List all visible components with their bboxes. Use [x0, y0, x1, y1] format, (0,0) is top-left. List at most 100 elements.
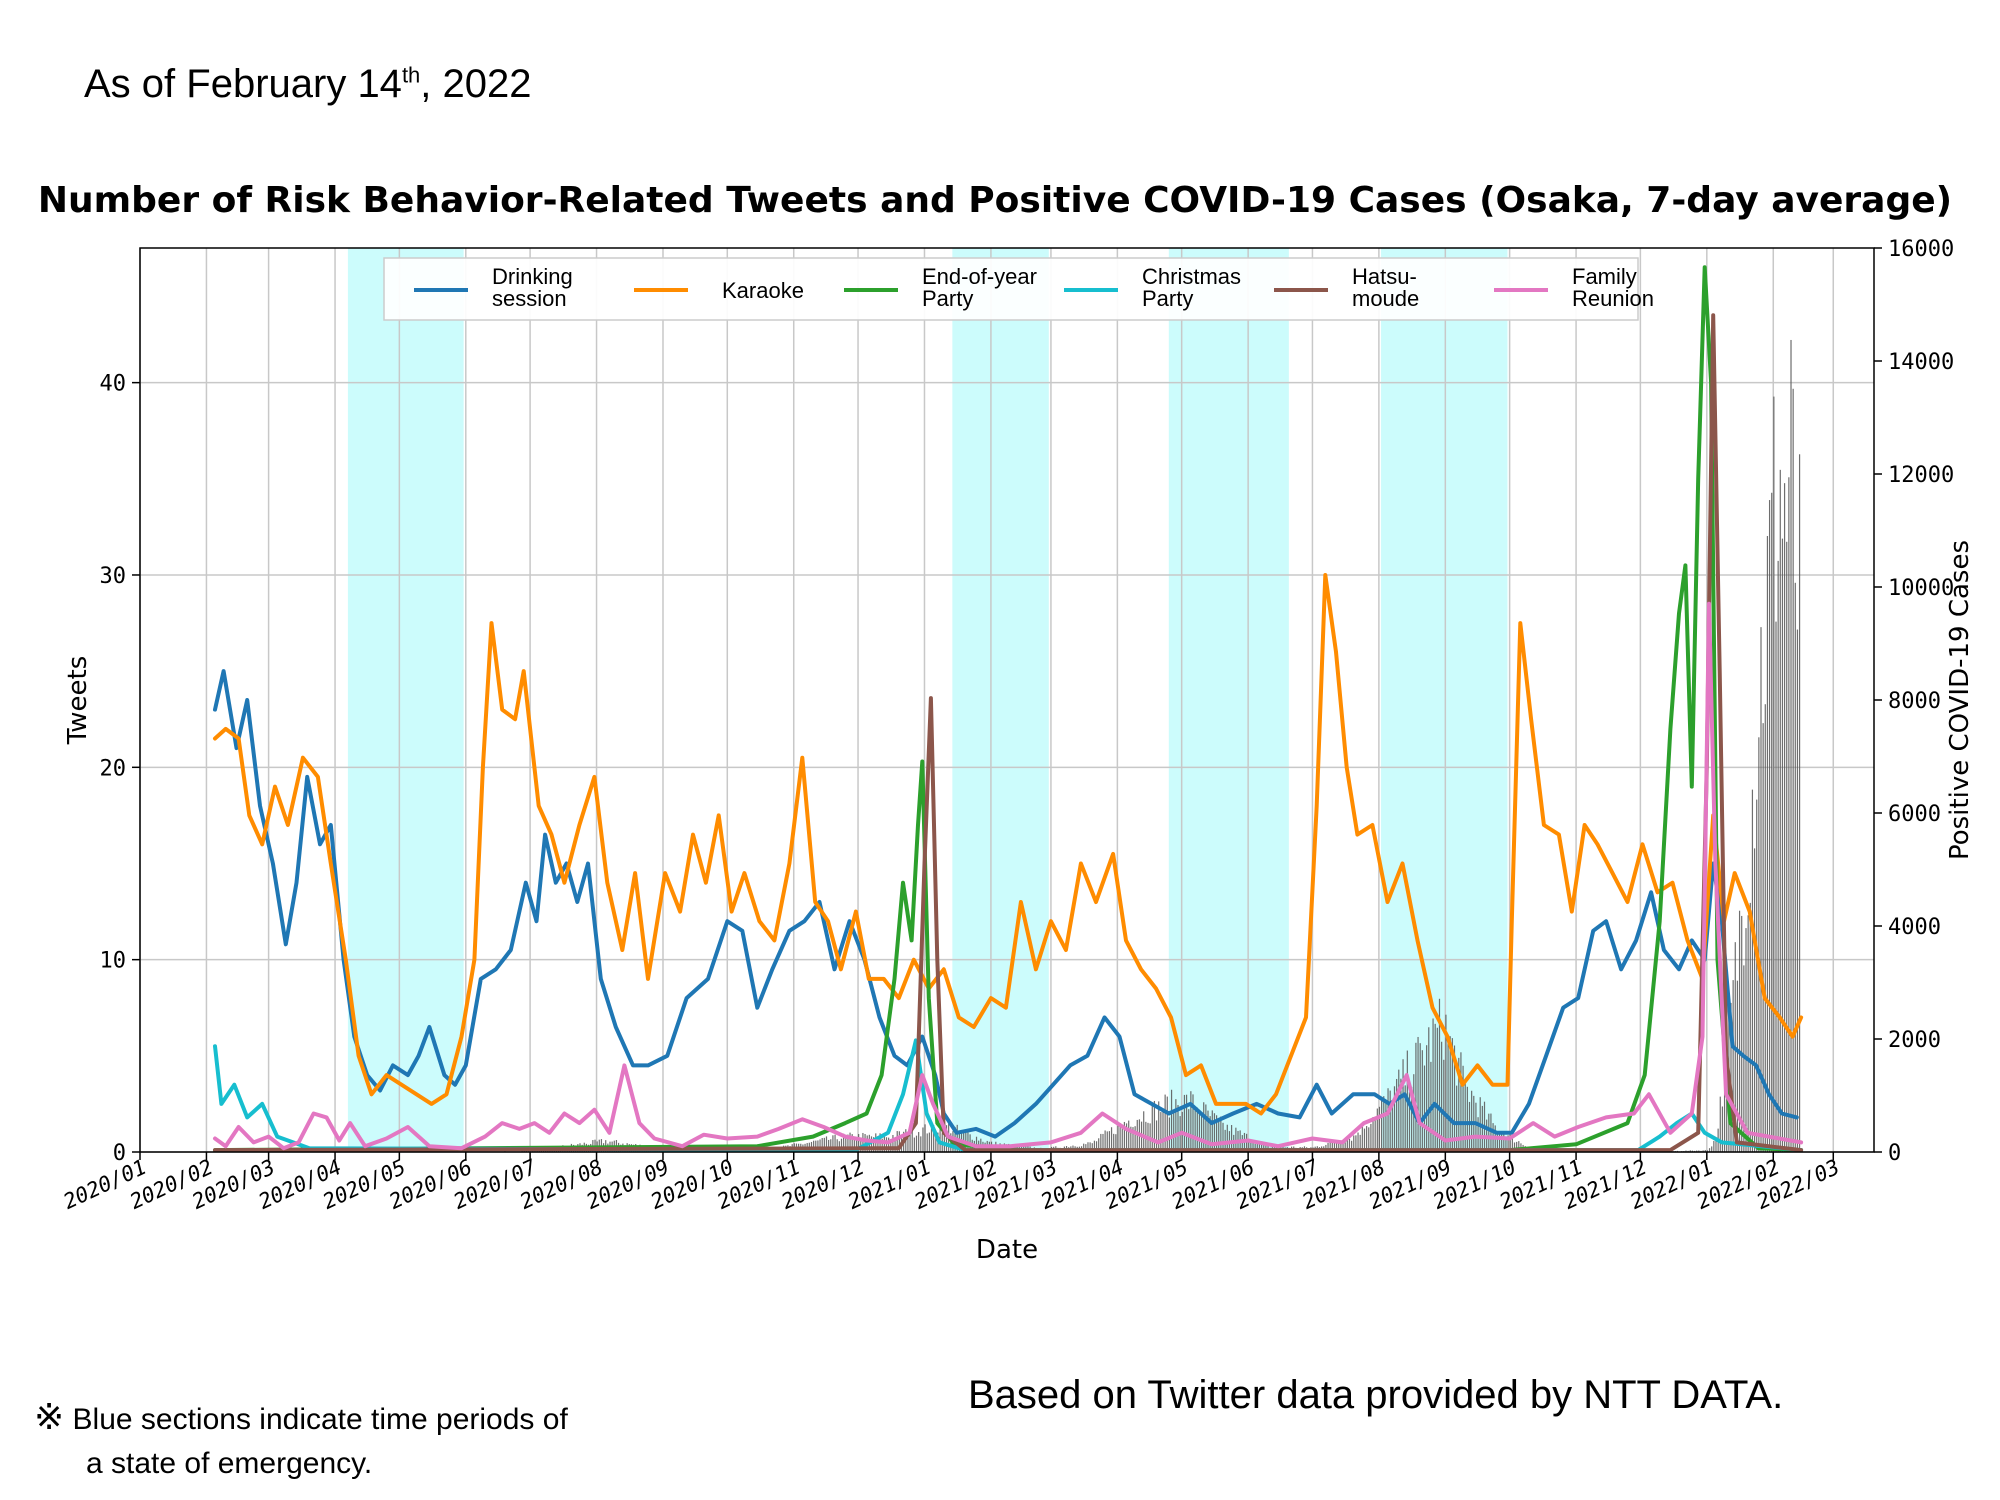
cases-bar	[1749, 902, 1751, 1152]
cases-bar	[1153, 1100, 1156, 1152]
cases-bar	[1794, 582, 1796, 1152]
cases-bar	[1719, 1096, 1721, 1152]
y-tick-label: 10	[100, 949, 127, 974]
cases-bar	[1160, 1112, 1162, 1152]
cases-bar	[825, 1136, 828, 1152]
cases-bar	[1333, 1142, 1336, 1152]
cases-bar	[1456, 1085, 1458, 1152]
cases-bar	[1209, 1116, 1211, 1152]
y2-tick-label: 16000	[1888, 237, 1954, 262]
cases-bar	[1417, 1036, 1419, 1152]
emergency-period	[952, 248, 1049, 1152]
legend-label-hatsumoude: Hatsu-moude	[1352, 264, 1419, 311]
cases-bar	[1132, 1127, 1134, 1152]
cases-bar	[1751, 789, 1754, 1152]
cases-bar	[1164, 1094, 1166, 1152]
cases-bar	[1200, 1115, 1203, 1152]
cases-bar	[1481, 1105, 1483, 1152]
cases-bar	[924, 1124, 926, 1152]
cases-bar	[1505, 1139, 1507, 1152]
cases-bar	[1441, 1041, 1443, 1152]
cases-bar	[1775, 621, 1777, 1152]
y2-tick-label: 14000	[1888, 350, 1954, 375]
cases-bar	[1466, 1086, 1468, 1152]
cases-bar	[1344, 1142, 1346, 1152]
cases-bar	[1428, 1027, 1430, 1152]
y2-tick-label: 8000	[1888, 689, 1941, 714]
cases-bar	[1218, 1118, 1220, 1152]
cases-bar	[1393, 1086, 1396, 1152]
note-line-1: Blue sections indicate time periods of	[72, 1403, 568, 1436]
cases-bar	[1447, 1036, 1449, 1152]
cases-bar	[1211, 1110, 1213, 1152]
y-tick-label: 30	[100, 564, 127, 589]
cases-bar	[1756, 799, 1758, 1152]
cases-bar	[1768, 500, 1771, 1152]
cases-bar	[1220, 1116, 1222, 1152]
cases-bar	[1327, 1142, 1329, 1152]
legend-label-family: Family Reunion	[1572, 264, 1654, 311]
cases-bar	[1370, 1123, 1372, 1152]
emergency-note: ※ Blue sections indicate time periods of…	[34, 1395, 568, 1486]
cases-bar	[1498, 1134, 1501, 1152]
cases-bar	[1258, 1141, 1261, 1152]
cases-bar	[813, 1140, 815, 1152]
cases-bar	[1151, 1102, 1153, 1152]
cases-bar	[1093, 1140, 1096, 1152]
cases-bar	[1226, 1124, 1228, 1152]
cases-bar	[855, 1139, 858, 1152]
cases-bar	[1374, 1120, 1376, 1152]
cases-bar	[1213, 1113, 1216, 1152]
legend-label-christmas: Christmas Party	[1142, 264, 1241, 311]
y-tick-label: 20	[100, 756, 127, 781]
cases-bar	[1721, 1106, 1724, 1152]
cases-bar	[1346, 1138, 1348, 1152]
cases-bar	[1503, 1134, 1505, 1152]
y2-tick-label: 10000	[1888, 576, 1954, 601]
cases-bar	[1408, 1092, 1411, 1152]
cases-bar	[888, 1137, 890, 1152]
cases-bar	[1091, 1143, 1093, 1152]
cases-bar	[1188, 1109, 1190, 1152]
cases-bar	[1518, 1141, 1520, 1152]
cases-bar	[1790, 339, 1792, 1153]
cases-bar	[1170, 1089, 1173, 1152]
cases-bar	[1736, 980, 1739, 1152]
emergency-periods	[347, 248, 1508, 1152]
cases-bar	[945, 1125, 948, 1152]
cases-bar	[1128, 1120, 1130, 1152]
cases-bar	[1419, 1043, 1421, 1152]
cases-bar	[1125, 1123, 1128, 1152]
cases-bar	[1771, 492, 1773, 1152]
y2-tick-label: 6000	[1888, 802, 1941, 827]
cases-bar	[1389, 1090, 1391, 1152]
cases-bar	[1351, 1140, 1353, 1152]
cases-bar	[1245, 1133, 1248, 1152]
cases-bar	[1423, 1065, 1426, 1152]
cases-bar	[840, 1138, 843, 1152]
cases-bar	[1738, 910, 1741, 1152]
cases-bar	[1102, 1133, 1104, 1152]
cases-bar	[862, 1132, 864, 1152]
data-credit: Based on Twitter data provided by NTT DA…	[968, 1373, 1784, 1417]
cases-bar	[1432, 1018, 1434, 1152]
cases-bar	[1085, 1144, 1087, 1152]
cases-bar	[1198, 1113, 1201, 1152]
cases-bar	[873, 1137, 875, 1152]
cases-bar	[1788, 477, 1790, 1153]
cases-bar	[1786, 541, 1788, 1152]
cases-bar	[1376, 1108, 1378, 1152]
cases-bar	[877, 1136, 879, 1152]
cases-bar	[1113, 1133, 1115, 1152]
cases-bar	[1119, 1123, 1121, 1152]
cases-bar	[1468, 1101, 1471, 1152]
cases-bar	[821, 1138, 823, 1152]
cases-bar	[1329, 1141, 1331, 1152]
cases-bar	[1155, 1120, 1158, 1152]
cases-bar	[1087, 1142, 1089, 1152]
cases-bar	[1173, 1111, 1175, 1152]
emergency-period	[347, 248, 464, 1152]
cases-bar	[1453, 1045, 1456, 1152]
cases-bar	[1083, 1143, 1085, 1152]
